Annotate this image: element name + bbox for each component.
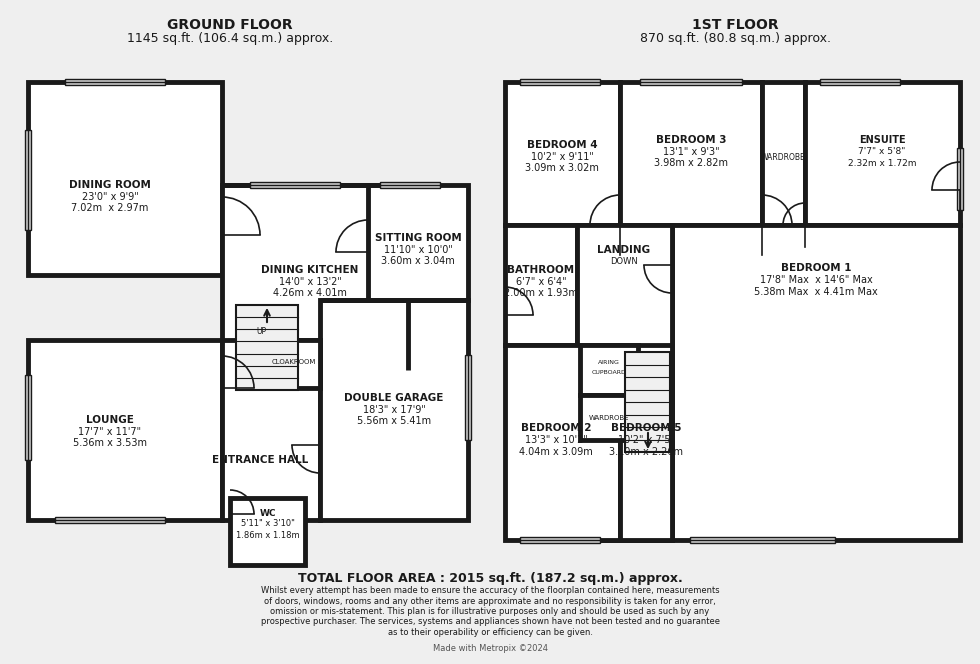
Text: 2.32m x 1.72m: 2.32m x 1.72m [848,159,916,167]
Text: 13'3" x 10'2": 13'3" x 10'2" [524,435,587,445]
Text: 11'10" x 10'0": 11'10" x 10'0" [383,245,453,255]
Bar [65,79,165,85]
Text: 17'8" Max  x 14'6" Max: 17'8" Max x 14'6" Max [760,275,872,285]
Polygon shape [505,345,620,540]
Polygon shape [320,300,468,520]
Text: 7.02m  x 2.97m: 7.02m x 2.97m [72,203,149,213]
Bar [250,182,340,188]
Text: BEDROOM 1: BEDROOM 1 [781,263,852,273]
Text: 3.10m x 2.26m: 3.10m x 2.26m [609,447,683,457]
Text: 5.38m Max  x 4.41m Max: 5.38m Max x 4.41m Max [755,287,878,297]
Text: DINING KITCHEN: DINING KITCHEN [262,265,359,275]
Text: BEDROOM 3: BEDROOM 3 [656,135,726,145]
Polygon shape [505,225,577,345]
Bar [236,305,298,390]
Bar [957,148,963,210]
Text: 18'3" x 17'9": 18'3" x 17'9" [363,405,425,415]
Text: AIRING: AIRING [598,361,620,365]
Text: 2.00m x 1.93m: 2.00m x 1.93m [504,288,578,298]
Text: 23'0" x 9'9": 23'0" x 9'9" [81,192,138,202]
Text: prospective purchaser. The services, systems and appliances shown have not been : prospective purchaser. The services, sys… [261,618,719,627]
Text: 1ST FLOOR: 1ST FLOOR [692,18,778,32]
Polygon shape [620,345,672,540]
Polygon shape [580,395,638,440]
Text: 1145 sq.ft. (106.4 sq.m.) approx.: 1145 sq.ft. (106.4 sq.m.) approx. [126,32,333,45]
Bar [625,352,670,452]
Text: 14'0" x 13'2": 14'0" x 13'2" [278,277,341,287]
Text: UP: UP [256,327,266,337]
Polygon shape [505,82,620,225]
Text: 5'11" x 3'10": 5'11" x 3'10" [241,519,295,529]
Text: 13'1" x 9'3": 13'1" x 9'3" [662,147,719,157]
Text: DOWN: DOWN [611,258,638,266]
Bar [690,537,835,543]
Text: CUPBOARD: CUPBOARD [592,369,626,374]
Text: WC: WC [260,509,276,517]
Text: 10'2" x 7'5": 10'2" x 7'5" [617,435,674,445]
Text: CLOAKROOM: CLOAKROOM [271,359,317,365]
Bar [640,79,742,85]
Text: 3.98m x 2.82m: 3.98m x 2.82m [654,158,728,168]
Text: 3.60m x 3.04m: 3.60m x 3.04m [381,256,455,266]
Polygon shape [230,498,305,565]
Text: omission or mis-statement. This plan is for illustrative purposes only and shoul: omission or mis-statement. This plan is … [270,607,710,616]
Polygon shape [28,82,222,275]
Text: 5.56m x 5.41m: 5.56m x 5.41m [357,416,431,426]
Text: Whilst every attempt has been made to ensure the accuracy of the floorplan conta: Whilst every attempt has been made to en… [261,586,719,595]
Text: 17'7" x 11'7": 17'7" x 11'7" [78,427,141,437]
Text: SITTING ROOM: SITTING ROOM [374,233,462,243]
Bar [25,130,31,230]
Bar [820,79,900,85]
Polygon shape [577,225,672,540]
Polygon shape [222,340,320,520]
Polygon shape [805,82,960,225]
Text: TOTAL FLOOR AREA : 2015 sq.ft. (187.2 sq.m.) approx.: TOTAL FLOOR AREA : 2015 sq.ft. (187.2 sq… [298,572,682,585]
Polygon shape [222,185,408,370]
Polygon shape [620,82,762,225]
Bar [380,182,440,188]
Text: 6'7" x 6'4": 6'7" x 6'4" [515,277,566,287]
Text: 7'7" x 5'8": 7'7" x 5'8" [858,147,906,157]
Polygon shape [368,185,468,300]
Polygon shape [580,345,638,395]
Text: ENSUITE: ENSUITE [858,135,906,145]
Polygon shape [672,225,960,540]
Bar [520,537,600,543]
Text: 5.36m x 3.53m: 5.36m x 3.53m [73,438,147,448]
Text: DINING ROOM: DINING ROOM [69,180,151,190]
Text: 1.86m x 1.18m: 1.86m x 1.18m [236,531,300,539]
Text: 870 sq.ft. (80.8 sq.m.) approx.: 870 sq.ft. (80.8 sq.m.) approx. [640,32,830,45]
Text: 3.09m x 3.02m: 3.09m x 3.02m [525,163,599,173]
Text: 10'2" x 9'11": 10'2" x 9'11" [530,152,594,162]
Text: BEDROOM 4: BEDROOM 4 [526,140,598,150]
Text: LANDING: LANDING [598,245,651,255]
Bar [25,375,31,460]
Bar [465,355,471,440]
Text: 4.26m x 4.01m: 4.26m x 4.01m [273,288,347,298]
Polygon shape [28,340,222,520]
Text: as to their operability or efficiency can be given.: as to their operability or efficiency ca… [387,628,593,637]
Text: of doors, windows, rooms and any other items are approximate and no responsibili: of doors, windows, rooms and any other i… [265,596,715,606]
Polygon shape [267,340,320,388]
Polygon shape [762,82,805,225]
Text: DOUBLE GARAGE: DOUBLE GARAGE [344,393,444,403]
Text: BATHROOM: BATHROOM [508,265,574,275]
Text: WARDROBE: WARDROBE [760,153,806,163]
Bar [55,517,165,523]
Text: 4.04m x 3.09m: 4.04m x 3.09m [519,447,593,457]
Text: GROUND FLOOR: GROUND FLOOR [168,18,293,32]
Text: BEDROOM 5: BEDROOM 5 [611,423,681,433]
Text: BEDROOM 2: BEDROOM 2 [520,423,591,433]
Bar [520,79,600,85]
Text: ENTRANCE HALL: ENTRANCE HALL [212,455,308,465]
Text: WARDROBE: WARDROBE [589,415,629,421]
Text: LOUNGE: LOUNGE [86,415,134,425]
Text: Made with Metropix ©2024: Made with Metropix ©2024 [432,644,548,653]
